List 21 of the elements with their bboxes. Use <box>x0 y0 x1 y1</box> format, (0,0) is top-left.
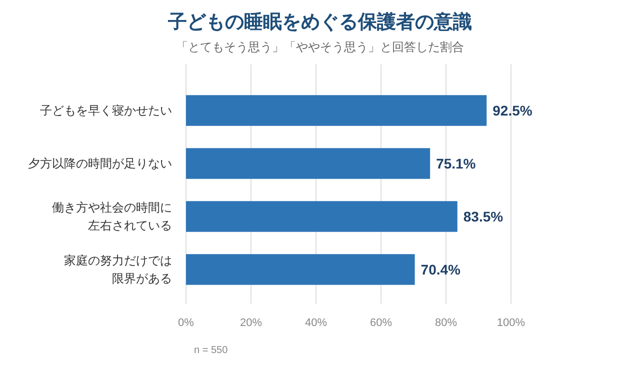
data-label: 92.5% <box>492 102 533 118</box>
chart-title: 子どもの睡眠をめぐる保護者の意識 <box>167 11 472 33</box>
x-tick-label: 40% <box>304 317 328 329</box>
x-tick-label: 20% <box>240 317 262 329</box>
x-tick-label: 60% <box>370 317 392 329</box>
chart-subtitle: 「とてもそう思う」「ややそう思う」と回答した割合 <box>176 40 464 54</box>
bar <box>186 95 487 126</box>
text: n = 550 <box>194 345 228 356</box>
data-label: 75.1% <box>436 155 476 172</box>
x-tick-label: 80% <box>434 317 458 329</box>
x-tick-label: 0% <box>178 317 194 329</box>
x-tick-label: 100% <box>496 317 526 329</box>
data-label: 70.4% <box>420 261 462 278</box>
bar <box>186 254 415 285</box>
bar <box>186 148 430 179</box>
bar <box>186 201 458 232</box>
y-tick-label: 働き方や社会の時間に左右されている <box>52 200 172 233</box>
y-tick-label: 家庭の努力だけでは限界がある <box>64 254 172 286</box>
y-tick-label: 夕方以降の時間が足りない <box>28 156 172 171</box>
data-label: 83.5% <box>463 208 504 224</box>
y-tick-label: 子どもを早く寝かせたい <box>40 104 172 118</box>
